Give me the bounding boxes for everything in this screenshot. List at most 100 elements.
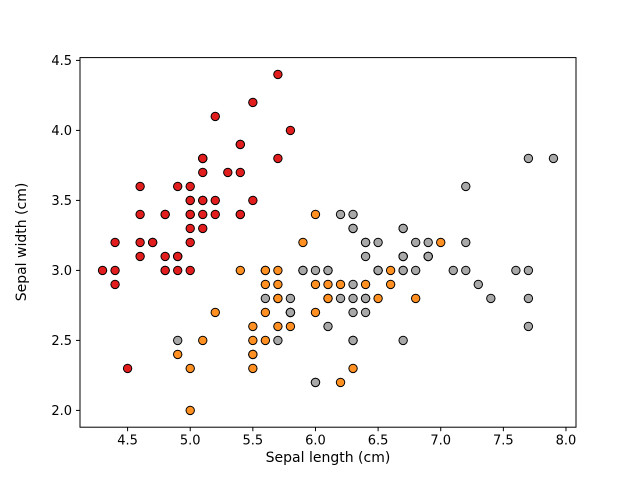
data-point-setosa	[198, 223, 208, 234]
data-point-versicolor	[185, 363, 195, 374]
data-point-versicolor	[373, 293, 383, 304]
y-tick-label: 3.5	[51, 194, 72, 209]
data-point-virginica	[448, 265, 458, 276]
data-point-setosa	[160, 209, 170, 220]
data-point-virginica	[323, 321, 333, 332]
data-point-versicolor	[310, 307, 321, 318]
data-point-virginica	[486, 293, 496, 304]
data-point-setosa	[122, 363, 133, 374]
data-point-versicolor	[260, 335, 271, 346]
data-point-versicolor	[410, 293, 421, 304]
x-tick-label: 5.0	[180, 434, 201, 449]
data-point-virginica	[373, 237, 383, 248]
data-point-virginica	[348, 335, 358, 346]
data-point-virginica	[285, 307, 296, 318]
data-point-versicolor	[310, 279, 321, 290]
data-point-setosa	[160, 251, 170, 262]
data-point-versicolor	[348, 363, 358, 374]
data-point-setosa	[185, 181, 195, 192]
data-point-versicolor	[385, 279, 396, 290]
data-point-versicolor	[310, 209, 321, 220]
data-point-versicolor	[248, 349, 258, 360]
data-point-versicolor	[335, 377, 346, 388]
data-point-setosa	[160, 265, 170, 276]
data-point-setosa	[235, 139, 246, 150]
data-point-setosa	[185, 265, 195, 276]
data-point-virginica	[348, 223, 358, 234]
y-tick-label: 4.5	[51, 54, 72, 69]
data-point-setosa	[185, 209, 195, 220]
data-point-versicolor	[273, 321, 283, 332]
data-point-virginica	[335, 293, 346, 304]
data-point-setosa	[110, 279, 120, 290]
data-point-virginica	[360, 307, 371, 318]
y-tick-label: 2.0	[51, 404, 72, 419]
data-point-setosa	[223, 167, 233, 178]
data-point-versicolor	[260, 265, 271, 276]
data-point-virginica	[348, 209, 358, 220]
data-point-setosa	[135, 181, 145, 192]
data-point-virginica	[461, 181, 471, 192]
data-point-setosa	[248, 195, 258, 206]
y-tick-label: 3.0	[51, 264, 72, 279]
data-point-virginica	[323, 265, 333, 276]
plot-area: 4.5 5.0 5.5 6.0 6.5 7.0 7.5 8.0 2.0 2.5 3.0 3.5 4.0 4…	[51, 54, 577, 449]
data-point-virginica	[473, 279, 483, 290]
data-point-virginica	[310, 377, 321, 388]
data-point-setosa	[173, 265, 183, 276]
x-tick-label: 8.0	[556, 434, 577, 449]
data-point-versicolor	[198, 335, 208, 346]
data-point-versicolor	[273, 265, 283, 276]
data-point-versicolor	[210, 307, 220, 318]
data-point-virginica	[348, 279, 358, 290]
x-tick-label: 7.5	[493, 434, 514, 449]
data-point-versicolor	[323, 293, 333, 304]
data-point-setosa	[185, 223, 195, 234]
data-point-versicolor	[323, 279, 333, 290]
data-point-versicolor	[285, 321, 296, 332]
data-point-versicolor	[385, 265, 396, 276]
data-point-versicolor	[248, 363, 258, 374]
data-point-setosa	[210, 111, 220, 122]
data-point-versicolor	[360, 279, 371, 290]
data-point-versicolor	[273, 279, 283, 290]
x-tick-label: 4.5	[117, 434, 138, 449]
data-point-virginica	[410, 265, 421, 276]
data-point-virginica	[461, 237, 471, 248]
data-point-virginica	[523, 321, 534, 332]
data-point-setosa	[235, 167, 246, 178]
x-tick-label: 6.0	[305, 434, 326, 449]
data-point-virginica	[523, 265, 534, 276]
data-point-versicolor	[436, 237, 446, 248]
data-point-virginica	[523, 293, 534, 304]
data-point-virginica	[360, 251, 371, 262]
data-point-virginica	[310, 265, 321, 276]
x-tick-label: 6.5	[368, 434, 389, 449]
data-point-setosa	[235, 209, 246, 220]
data-point-setosa	[198, 209, 208, 220]
data-point-versicolor	[260, 307, 271, 318]
x-tick-label: 7.0	[430, 434, 451, 449]
data-point-setosa	[198, 167, 208, 178]
x-tick-label: 5.5	[243, 434, 264, 449]
data-point-setosa	[110, 237, 120, 248]
data-point-setosa	[185, 237, 195, 248]
y-tick-label: 4.0	[51, 124, 72, 139]
data-point-versicolor	[335, 279, 346, 290]
data-point-setosa	[210, 195, 220, 206]
y-tick-label: 2.5	[51, 334, 72, 349]
data-point-virginica	[461, 265, 471, 276]
data-point-setosa	[173, 251, 183, 262]
data-point-setosa	[210, 209, 220, 220]
data-point-virginica	[273, 335, 283, 346]
data-point-virginica	[423, 237, 433, 248]
data-point-setosa	[97, 265, 108, 276]
data-point-setosa	[198, 153, 208, 164]
data-point-setosa	[185, 195, 195, 206]
data-point-versicolor	[185, 405, 195, 416]
data-point-virginica	[423, 251, 433, 262]
data-point-virginica	[373, 265, 383, 276]
data-point-virginica	[335, 209, 346, 220]
data-point-virginica	[410, 237, 421, 248]
